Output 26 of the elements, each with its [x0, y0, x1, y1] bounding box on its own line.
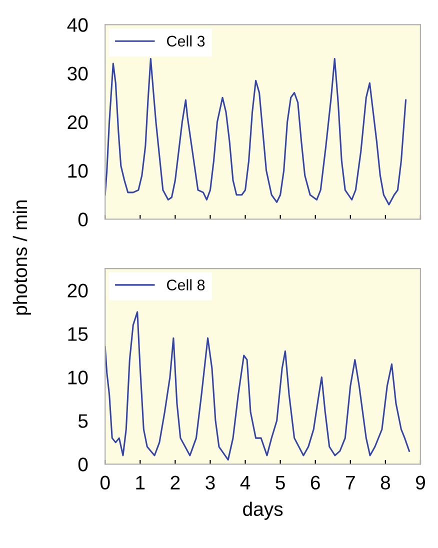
x-tick-label: 6 — [310, 476, 320, 490]
x-tick-label: 1 — [136, 476, 145, 490]
y-tick-label: 0 — [78, 458, 88, 472]
x-tick-label: 4 — [240, 476, 250, 490]
y-tick-label: 30 — [68, 66, 88, 81]
y-tick-label: 10 — [68, 164, 88, 178]
x-tick-label: 5 — [276, 476, 285, 490]
x-tick-label: 2 — [170, 476, 180, 490]
legend-label: Cell 3 — [167, 35, 205, 47]
y-tick-label: 20 — [68, 284, 88, 298]
x-tick-label: 8 — [380, 476, 390, 490]
y-tick-label: 15 — [68, 327, 88, 341]
y-tick-label: 5 — [78, 414, 88, 428]
line-series — [105, 58, 407, 206]
y-axis-title: photons / min — [12, 200, 31, 315]
y-tick-label: 10 — [68, 370, 88, 384]
y-tick-label: 40 — [67, 18, 88, 32]
x-axis-title: days — [243, 502, 283, 520]
x-tick-label: 3 — [206, 476, 215, 490]
legend-label: Cell 8 — [167, 279, 205, 290]
x-tick-label: 9 — [416, 476, 425, 490]
x-tick-label: 7 — [346, 476, 355, 490]
line-series — [105, 311, 410, 461]
y-tick-label: 20 — [68, 115, 88, 130]
y-tick-label: 0 — [78, 212, 88, 226]
x-tick-label: 0 — [100, 476, 110, 490]
